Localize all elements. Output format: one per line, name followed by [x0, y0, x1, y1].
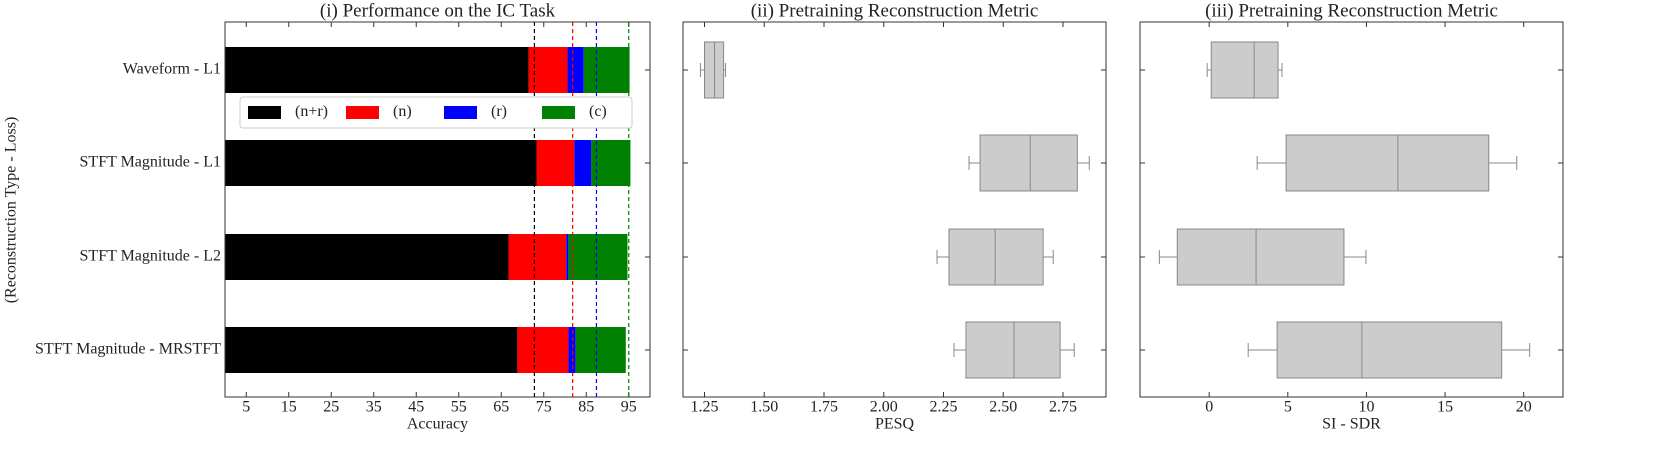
bar-segment [567, 47, 584, 93]
bar-segment [568, 234, 628, 280]
box [948, 228, 1044, 286]
y-tick-label: Waveform - L1 [123, 61, 221, 78]
x-tick-label: 10 [1358, 399, 1374, 416]
bar-segment [225, 47, 529, 93]
box [965, 321, 1061, 379]
x-tick-label: 2.50 [989, 399, 1017, 416]
chart-title: (iii) Pretraining Reconstruction Metric [1205, 0, 1498, 21]
box [1276, 321, 1503, 379]
bar-segment [574, 140, 592, 186]
y-axis-label: (Reconstruction Type - Loss) [3, 117, 20, 304]
x-tick-label: 1.25 [691, 399, 719, 416]
box [979, 134, 1078, 192]
x-tick-label: 0 [1205, 399, 1213, 416]
chart-title: (ii) Pretraining Reconstruction Metric [751, 0, 1039, 21]
chart-title: (i) Performance on the IC Task [320, 0, 556, 21]
x-tick-label: 85 [578, 399, 594, 416]
box [1285, 134, 1490, 192]
x-tick-label: 95 [621, 399, 637, 416]
bar-segment [225, 234, 509, 280]
x-tick-label: 1.50 [750, 399, 778, 416]
x-tick-label: 5 [1284, 399, 1292, 416]
x-tick-label: 25 [323, 399, 339, 416]
x-axis-label: SI - SDR [1322, 416, 1381, 433]
bar-segment [225, 327, 518, 373]
x-axis-label: Accuracy [407, 416, 468, 433]
x-tick-label: 15 [1437, 399, 1453, 416]
axes-frame [682, 21, 1107, 398]
legend-label: (n) [393, 103, 412, 120]
x-tick-label: 2.00 [870, 399, 898, 416]
x-tick-label: 1.75 [810, 399, 838, 416]
bar-segment [508, 234, 567, 280]
legend-label: (r) [491, 103, 507, 120]
legend-swatch [542, 106, 575, 119]
y-tick-label: STFT Magnitude - L2 [80, 248, 221, 265]
bar-segment [225, 140, 537, 186]
bar-segment [536, 140, 575, 186]
x-tick-label: 55 [451, 399, 467, 416]
axes-frame [224, 21, 651, 398]
x-tick-label: 2.75 [1049, 399, 1077, 416]
x-tick-label: 45 [408, 399, 424, 416]
x-tick-label: 5 [242, 399, 250, 416]
bar-segment [591, 140, 631, 186]
bar-segment [566, 234, 569, 280]
legend-swatch [346, 106, 379, 119]
box [1210, 41, 1279, 99]
x-tick-label: 35 [366, 399, 382, 416]
legend-label: (n+r) [295, 103, 328, 120]
x-tick-label: 65 [493, 399, 509, 416]
y-tick-label: STFT Magnitude - L1 [80, 154, 221, 171]
legend-swatch [444, 106, 477, 119]
bar-segment [517, 327, 569, 373]
legend-label: (c) [589, 103, 607, 120]
x-tick-label: 20 [1516, 399, 1532, 416]
bar-segment [575, 327, 626, 373]
legend-box [239, 96, 633, 129]
x-tick-label: 15 [281, 399, 297, 416]
bar-segment [568, 327, 576, 373]
bar-segment [583, 47, 630, 93]
x-tick-label: 75 [536, 399, 552, 416]
axes-frame [1139, 21, 1564, 398]
legend-swatch [248, 106, 281, 119]
x-axis-label: PESQ [875, 416, 915, 433]
x-tick-label: 2.25 [929, 399, 957, 416]
box [1176, 228, 1345, 286]
y-tick-label: STFT Magnitude - MRSTFT [35, 341, 221, 358]
